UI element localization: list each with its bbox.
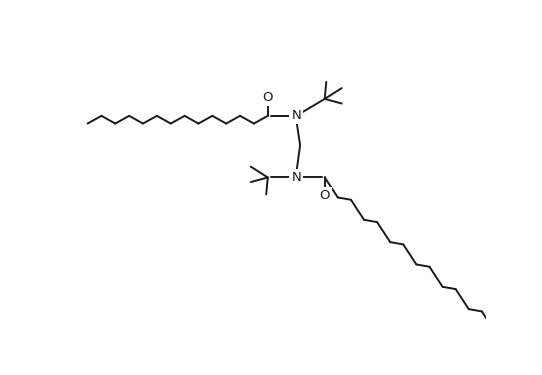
Text: N: N xyxy=(292,171,301,184)
Text: O: O xyxy=(319,189,330,202)
Text: N: N xyxy=(292,110,301,122)
Text: O: O xyxy=(262,91,273,104)
